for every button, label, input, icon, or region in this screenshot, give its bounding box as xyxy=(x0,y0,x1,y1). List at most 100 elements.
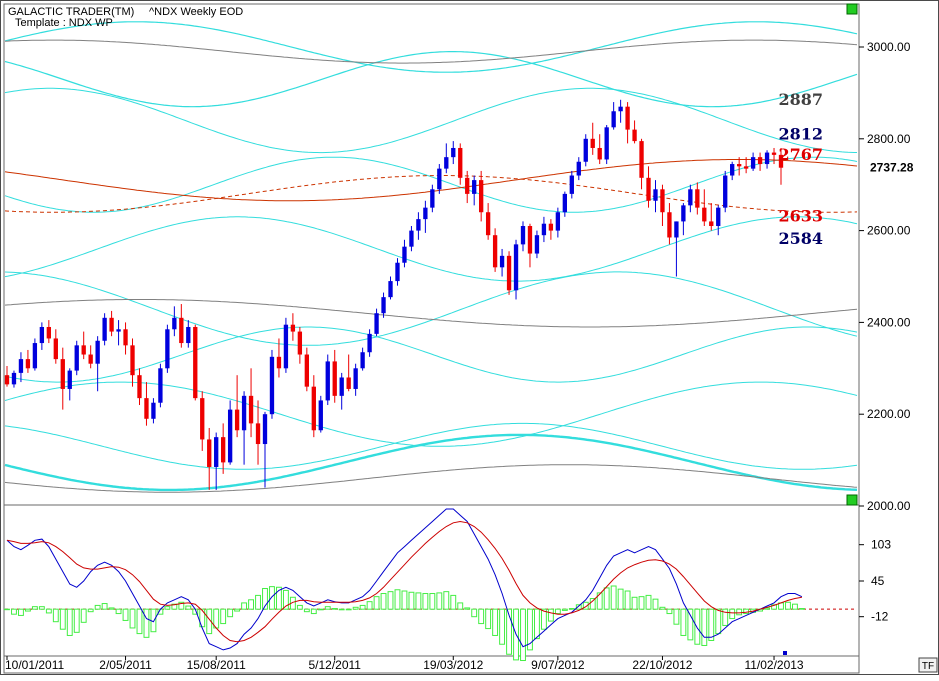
histogram-bar xyxy=(324,606,331,610)
candle xyxy=(520,221,526,252)
candle xyxy=(709,203,714,231)
candle-body xyxy=(576,161,581,176)
candle xyxy=(360,347,365,371)
candle xyxy=(604,125,609,165)
candle xyxy=(137,368,142,406)
candle-body xyxy=(757,157,763,165)
candle-body xyxy=(95,340,100,364)
histogram-bar xyxy=(603,587,610,610)
candle-body xyxy=(437,168,442,190)
histogram-bar xyxy=(394,589,401,610)
candle xyxy=(151,398,156,424)
histogram-bar xyxy=(687,608,694,641)
candle xyxy=(186,320,191,348)
candle xyxy=(416,212,421,240)
candle-body xyxy=(402,246,407,263)
histogram-bar xyxy=(408,591,415,610)
y-tick-label: 3000.00 xyxy=(867,40,911,54)
fast-line xyxy=(6,508,803,651)
candle xyxy=(465,170,470,204)
level-label: 2812 xyxy=(778,124,823,143)
candle-body xyxy=(444,157,449,169)
candle xyxy=(562,191,567,217)
histogram-bar xyxy=(108,607,115,610)
candle-body xyxy=(681,205,686,222)
histogram-bar xyxy=(87,608,94,613)
candle xyxy=(200,391,205,451)
app-title: GALACTIC TRADER(TM) xyxy=(8,6,134,18)
candle-body xyxy=(499,255,505,268)
candle xyxy=(179,304,184,348)
candle xyxy=(681,203,686,236)
x-tick-label: 2/05/2011 xyxy=(99,658,152,672)
candle-body xyxy=(583,138,588,162)
candle xyxy=(214,432,219,490)
cycle-wave xyxy=(4,51,858,108)
candle xyxy=(764,150,770,169)
x-tick-label: 5/12/2011 xyxy=(308,658,361,672)
candle xyxy=(534,230,540,259)
candle-body xyxy=(297,331,303,355)
resize-handle-bottom[interactable] xyxy=(846,494,858,506)
histogram-bar xyxy=(673,608,680,625)
cycle-wave xyxy=(4,216,858,282)
histogram-bar xyxy=(373,596,380,610)
candle xyxy=(730,161,735,181)
candle xyxy=(402,239,407,268)
candle-body xyxy=(653,189,658,201)
candle xyxy=(123,322,128,355)
candle xyxy=(172,306,177,337)
histogram-bar xyxy=(415,592,422,610)
candle-body xyxy=(248,395,254,424)
y-tick-label: 2400.00 xyxy=(867,315,911,329)
histogram-bar xyxy=(52,608,59,623)
candle-body xyxy=(485,212,491,236)
candle-body xyxy=(632,129,637,142)
candle xyxy=(479,170,484,222)
candle xyxy=(506,251,512,295)
candle xyxy=(346,354,351,392)
candle xyxy=(409,226,414,252)
histogram-bar xyxy=(471,608,478,618)
candle xyxy=(757,152,763,171)
candle-body xyxy=(81,345,86,355)
candle-body xyxy=(548,223,554,231)
candle-body xyxy=(318,400,323,431)
candle-body xyxy=(11,372,17,385)
histogram-bar xyxy=(80,608,87,623)
histogram-bar xyxy=(24,608,31,612)
candle xyxy=(743,157,749,174)
timeframe-button[interactable] xyxy=(918,657,938,673)
candle-body xyxy=(764,152,770,165)
candle xyxy=(193,324,198,401)
candle-body xyxy=(137,375,142,399)
candle-body xyxy=(688,189,693,206)
histogram-bar xyxy=(666,608,673,615)
candle-body xyxy=(165,329,170,369)
histogram-bar xyxy=(568,608,575,610)
candle-body xyxy=(458,147,463,178)
histogram-bar xyxy=(317,608,324,611)
candle xyxy=(395,258,400,286)
candle-body xyxy=(423,207,428,220)
candle xyxy=(318,395,323,433)
candle xyxy=(632,120,637,144)
histogram-bar xyxy=(18,608,24,616)
histogram-bar xyxy=(464,607,471,610)
candle xyxy=(234,375,240,438)
candle-body xyxy=(479,180,484,213)
candle-body xyxy=(255,423,261,445)
candle xyxy=(576,157,581,181)
candle-body xyxy=(527,226,533,254)
resize-handle-top[interactable] xyxy=(846,3,858,15)
histogram-bar xyxy=(589,598,596,610)
candle xyxy=(653,180,658,213)
histogram-bar xyxy=(785,601,791,610)
histogram-bar xyxy=(73,608,80,633)
histogram-bar xyxy=(547,608,554,622)
candle xyxy=(81,331,86,360)
candle-body xyxy=(388,281,393,298)
histogram-bar xyxy=(715,608,722,635)
histogram-bar xyxy=(276,586,282,610)
